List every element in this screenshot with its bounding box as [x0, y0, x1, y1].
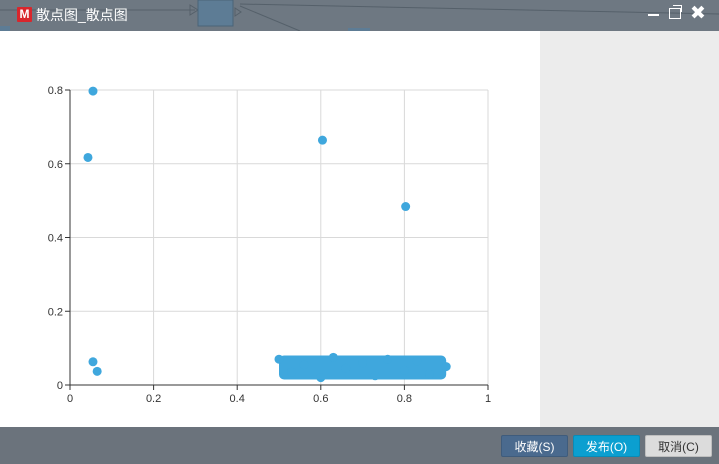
dialog-footer: 收藏(S) 发布(O) 取消(C): [0, 427, 719, 464]
close-icon[interactable]: ✖: [690, 3, 706, 24]
app-logo-icon: M: [17, 7, 32, 22]
y-tick-label: 0.4: [48, 233, 63, 245]
x-tick-label: 1: [485, 393, 491, 405]
x-tick-label: 0.8: [397, 393, 412, 405]
scatter-point: [88, 357, 98, 367]
scatter-point: [399, 365, 409, 375]
scatter-point: [401, 202, 411, 212]
scatter-point: [83, 152, 93, 162]
minimize-icon[interactable]: [644, 5, 662, 23]
y-tick-label: 0.6: [48, 159, 63, 171]
scatter-point: [274, 354, 284, 364]
favorite-button[interactable]: 收藏(S): [501, 435, 568, 457]
y-tick-label: 0.8: [48, 85, 63, 97]
scatter-point: [316, 373, 326, 383]
scatter-point: [441, 362, 451, 372]
side-panel: [540, 31, 719, 427]
scatter-point: [383, 354, 393, 364]
y-tick-label: 0.2: [48, 306, 63, 318]
scatter-point: [370, 371, 380, 381]
window-title: 散点图_散点图: [36, 7, 128, 23]
scatter-point: [317, 135, 327, 145]
window-titlebar: M 散点图_散点图 ✖: [0, 0, 719, 31]
scatter-point: [299, 360, 309, 370]
scatter-point: [328, 352, 338, 362]
x-tick-label: 0: [67, 393, 73, 405]
x-tick-label: 0.2: [146, 393, 161, 405]
publish-button[interactable]: 发布(O): [573, 435, 640, 457]
scatter-point: [424, 369, 434, 379]
maximize-icon[interactable]: [666, 5, 684, 23]
x-tick-label: 0.4: [230, 393, 245, 405]
scatter-chart: 0 0.2 0.4 0.6 0.8 1 0 0.2 0.4 0.6 0.8: [48, 85, 491, 405]
y-tick-label: 0: [57, 380, 63, 392]
scatter-point: [92, 366, 102, 376]
cancel-button[interactable]: 取消(C): [645, 435, 712, 457]
scatter-point: [88, 86, 98, 96]
scatter-point: [287, 367, 297, 377]
x-tick-label: 0.6: [313, 393, 328, 405]
background-diagram-decoration: [0, 0, 719, 31]
scatter-point: [358, 358, 368, 368]
scatter-point: [412, 356, 422, 366]
chart-panel: 0 0.2 0.4 0.6 0.8 1 0 0.2 0.4 0.6 0.8: [0, 31, 540, 427]
scatter-point: [341, 363, 351, 373]
